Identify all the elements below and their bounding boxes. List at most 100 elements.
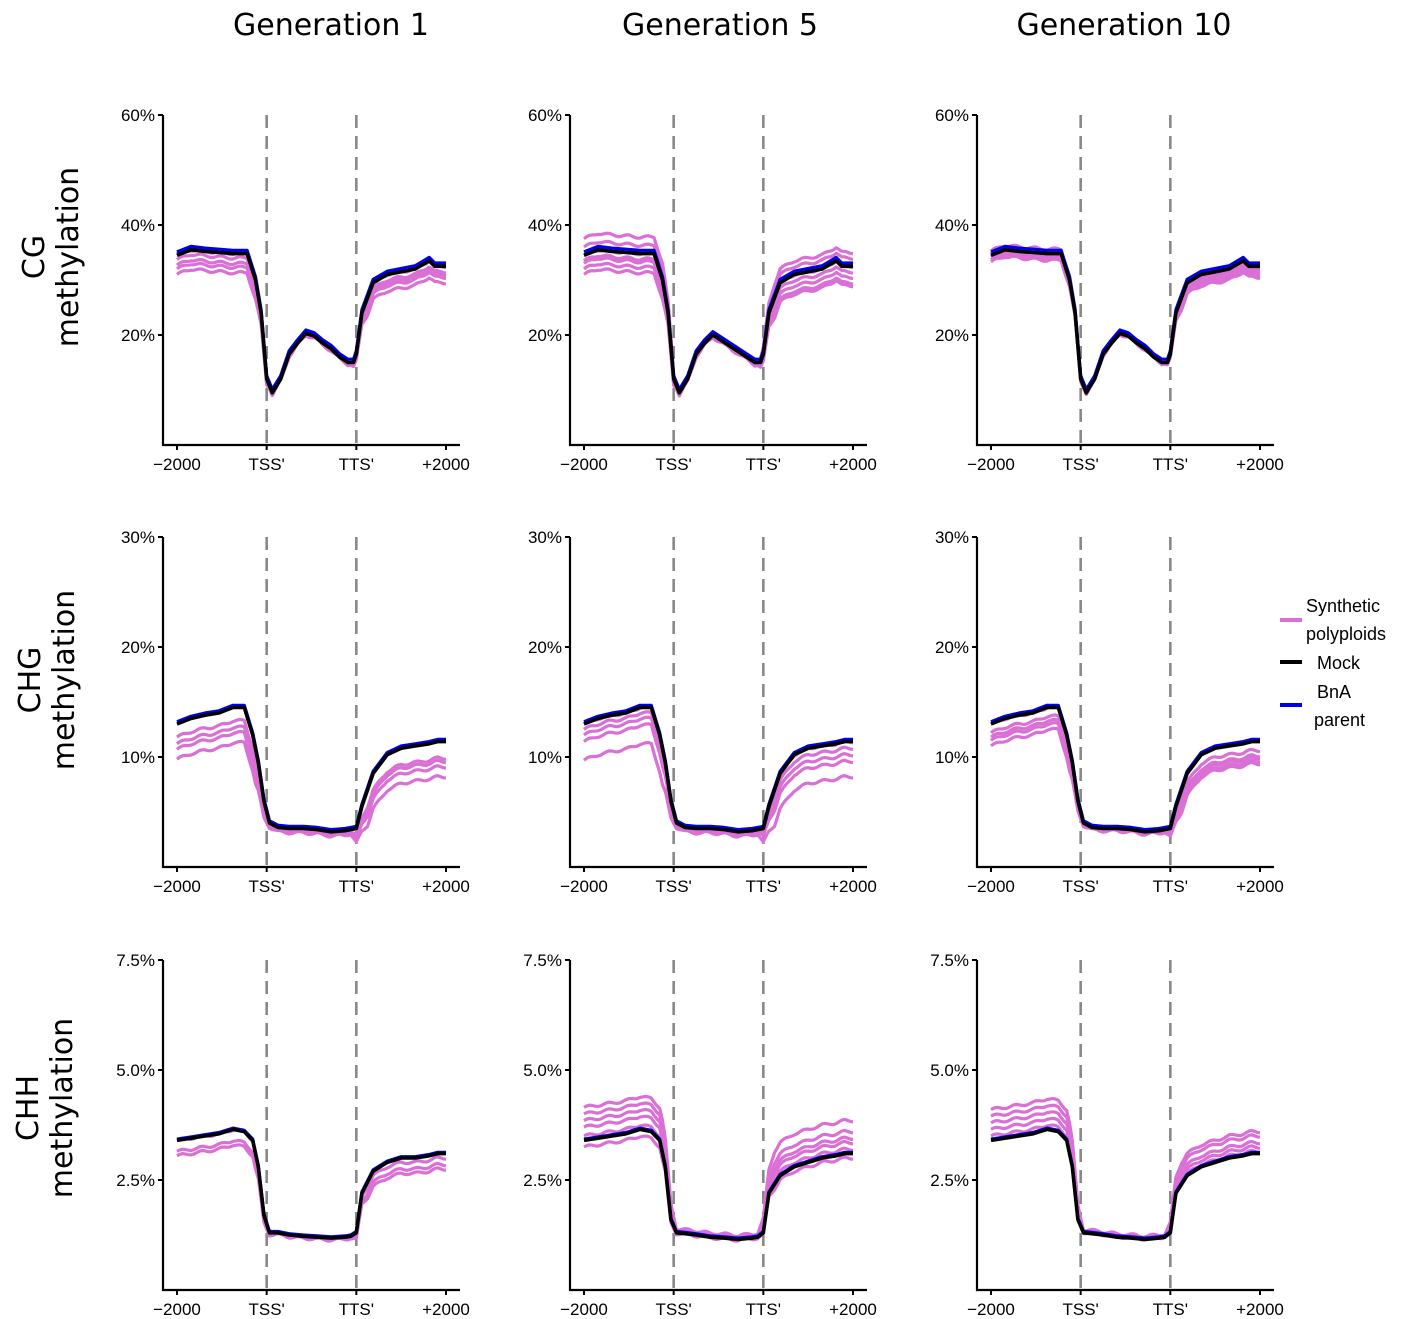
series-synthetic-polyploid-line (176, 717, 447, 837)
y-tick-label: 60% (528, 106, 562, 125)
panel-1-1: 20% 40% 60% −2000 TSS' TTS' +2000 (121, 106, 470, 474)
y-tick-label: 10% (121, 748, 155, 767)
y-tick-label: 20% (935, 326, 969, 345)
x-tick-label: TSS' (249, 877, 285, 896)
row-title-chh-line1: CHH (11, 1075, 46, 1141)
y-tick-label: 40% (935, 216, 969, 235)
y-tick-label: 60% (121, 106, 155, 125)
y-tick-label: 20% (121, 326, 155, 345)
x-tick-label: −2000 (153, 877, 201, 896)
series-synthetic-polyploid-line (990, 717, 1261, 836)
series-bna-parent-line (990, 703, 1260, 832)
x-tick-label: TTS' (746, 1300, 781, 1319)
series-synthetic-polyploid-line (583, 741, 854, 844)
row-title-chh-line2: methylation (45, 1018, 80, 1198)
y-tick-label: 30% (935, 528, 969, 547)
x-tick-label: −2000 (560, 455, 608, 474)
y-tick-label: 2.5% (523, 1171, 562, 1190)
series-mock-line (990, 705, 1260, 834)
axis-lines (161, 537, 460, 869)
row-title-chg-line2: methylation (47, 590, 82, 770)
x-tick-label: TSS' (249, 455, 285, 474)
x-tick-label: +2000 (422, 1300, 470, 1319)
series-mock-line (176, 248, 446, 395)
series-mock-line (176, 705, 446, 834)
x-tick-label: −2000 (560, 1300, 608, 1319)
legend-label-mock: Mock (1317, 653, 1361, 673)
panel-1-2: 20% 40% 60% −2000 TSS' TTS' +2000 (528, 106, 877, 474)
y-tick-label: 7.5% (116, 951, 155, 970)
panel-grid: 20% 40% 60% −2000 TSS' TTS' +2000 20% 40% 60% −200… (116, 106, 1284, 1319)
legend-label-synthetic-line2: polyploids (1306, 624, 1386, 644)
series-mock-line (990, 248, 1260, 395)
panel-2-1: 10% 20% 30% −2000 TSS' TTS' +2000 (121, 528, 470, 896)
panel-3-2: 2.5% 5.0% 7.5% −2000 TSS' TTS' +2000 (523, 951, 877, 1319)
series-synthetic-polyploid-line (990, 1116, 1261, 1241)
x-tick-label: +2000 (1236, 877, 1284, 896)
series-synthetic-polyploid-line (176, 1143, 447, 1243)
y-tick-label: 5.0% (116, 1061, 155, 1080)
x-tick-label: +2000 (1236, 455, 1284, 474)
series-synthetic-polyploid-line (990, 1103, 1261, 1240)
series-bna-parent-line (176, 244, 446, 391)
x-tick-label: TSS' (656, 455, 692, 474)
row-title-cg: CG methylation (17, 167, 86, 347)
y-tick-label: 30% (121, 528, 155, 547)
row-title-chh: CHH methylation (11, 1018, 80, 1198)
x-tick-label: TTS' (1153, 877, 1188, 896)
series-synthetic-polyploid-line (583, 1123, 854, 1242)
panel-2-3: 10% 20% 30% −2000 TSS' TTS' +2000 (935, 528, 1284, 896)
x-tick-label: −2000 (967, 1300, 1015, 1319)
y-tick-label: 40% (528, 216, 562, 235)
x-tick-label: +2000 (422, 455, 470, 474)
y-tick-label: 40% (121, 216, 155, 235)
x-tick-label: TSS' (1063, 1300, 1099, 1319)
x-tick-label: TTS' (339, 455, 374, 474)
panel-3-3: 2.5% 5.0% 7.5% −2000 TSS' TTS' +2000 (930, 951, 1284, 1319)
y-tick-label: 10% (935, 748, 969, 767)
x-tick-label: +2000 (422, 877, 470, 896)
series-synthetic-polyploid-line (176, 724, 447, 838)
series-synthetic-polyploid-line (176, 267, 447, 397)
series-synthetic-polyploid-line (583, 253, 854, 396)
series-mock-line (583, 248, 853, 395)
legend-label-parent-line2: parent (1314, 710, 1365, 730)
series-mock-line (583, 705, 853, 834)
x-tick-label: −2000 (153, 455, 201, 474)
axis-lines (568, 537, 867, 869)
x-tick-label: TTS' (1153, 1300, 1188, 1319)
series-mock-line (176, 1127, 446, 1240)
x-tick-label: +2000 (829, 877, 877, 896)
x-tick-label: TSS' (656, 877, 692, 896)
series-bna-parent-line (583, 703, 853, 832)
x-tick-label: TTS' (339, 1300, 374, 1319)
y-tick-label: 7.5% (930, 951, 969, 970)
x-tick-label: −2000 (967, 455, 1015, 474)
x-tick-label: TTS' (746, 455, 781, 474)
y-tick-label: 30% (528, 528, 562, 547)
y-tick-label: 7.5% (523, 951, 562, 970)
x-tick-label: +2000 (1236, 1300, 1284, 1319)
x-tick-label: −2000 (560, 877, 608, 896)
x-tick-label: TTS' (746, 877, 781, 896)
row-title-cg-line2: methylation (51, 167, 86, 347)
panel-2-2: 10% 20% 30% −2000 TSS' TTS' +2000 (528, 528, 877, 896)
x-tick-label: TTS' (339, 877, 374, 896)
x-tick-label: TSS' (656, 1300, 692, 1319)
x-tick-label: +2000 (829, 1300, 877, 1319)
series-synthetic-polyploid-line (583, 715, 854, 836)
y-tick-label: 2.5% (116, 1171, 155, 1190)
series-bna-parent-line (990, 244, 1260, 391)
y-tick-label: 20% (935, 638, 969, 657)
legend: Synthetic polyploids Mock BnA parent (1280, 596, 1386, 730)
legend-label-parent-line1: BnA (1317, 682, 1351, 702)
series-mock-line (583, 1127, 853, 1242)
series-synthetic-polyploid-line (176, 739, 447, 844)
x-tick-label: TSS' (249, 1300, 285, 1319)
y-tick-label: 10% (528, 748, 562, 767)
y-tick-label: 5.0% (523, 1061, 562, 1080)
x-tick-label: +2000 (829, 455, 877, 474)
y-tick-label: 5.0% (930, 1061, 969, 1080)
x-tick-label: TTS' (1153, 455, 1188, 474)
